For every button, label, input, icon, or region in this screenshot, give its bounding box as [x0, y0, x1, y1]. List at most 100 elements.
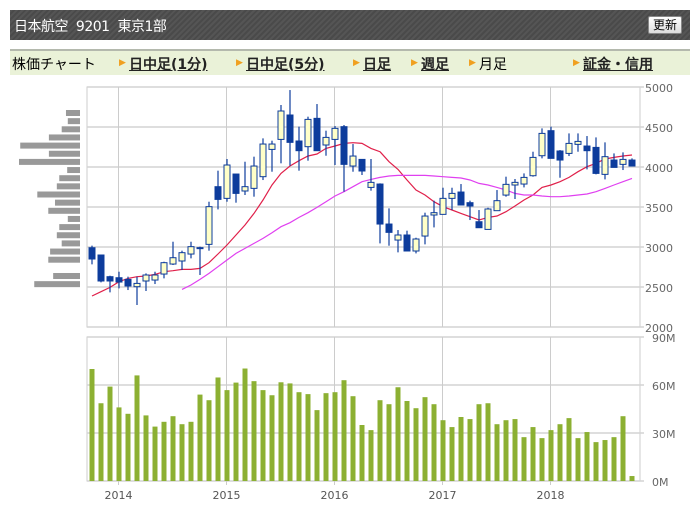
candle-down [628, 159, 636, 167]
volume-bar [611, 437, 617, 481]
volume-bar [296, 392, 302, 481]
year-label: 2017 [429, 489, 457, 502]
candle-up [538, 132, 546, 157]
volume-bar [242, 368, 248, 481]
candle-up [367, 181, 375, 188]
candle-up [439, 197, 447, 215]
volume-bar [521, 437, 527, 481]
price-tick-label: 4000 [645, 162, 673, 175]
candle-down [295, 140, 303, 152]
candle-up [502, 183, 510, 196]
year-label: 2015 [213, 489, 241, 502]
volume-bar [116, 407, 122, 481]
candle-up [169, 257, 177, 265]
candle-up [529, 156, 537, 177]
price-volume-bar [53, 273, 80, 279]
volume-bar [386, 404, 392, 481]
candle-up [565, 142, 573, 154]
tab-intraday-1min[interactable]: 日中足(1分) [129, 57, 208, 73]
volume-bar [503, 420, 509, 481]
volume-bar [557, 424, 563, 481]
volume-bar [233, 382, 239, 481]
candle-up [511, 181, 519, 186]
tab-daily[interactable]: 日足 [363, 57, 391, 73]
volume-bar [584, 432, 590, 481]
candle-down [115, 277, 123, 283]
volume-bar [629, 476, 635, 481]
volume-bar [89, 369, 95, 481]
candle-up [484, 208, 492, 230]
market-name: 東京1部 [117, 19, 167, 35]
candle-down [457, 191, 465, 206]
tab-weekly[interactable]: 週足 [421, 57, 449, 73]
candle-up [304, 118, 312, 148]
tab-margin-credit[interactable]: 証金・信用 [583, 57, 653, 73]
candle-down [214, 186, 222, 200]
candle-down [466, 202, 474, 207]
candle-up [349, 155, 357, 167]
candle-up [223, 164, 231, 199]
volume-bar [278, 382, 284, 481]
volume-bar [332, 392, 338, 481]
moving-average-long-line [181, 174, 633, 290]
volume-bar [269, 395, 275, 481]
price-volume-bar [56, 183, 80, 190]
year-label: 2014 [105, 489, 133, 502]
price-volume-bar [50, 248, 80, 255]
volume-bar [593, 442, 599, 481]
price-volume-bar [19, 158, 80, 165]
volume-bar [125, 413, 131, 481]
price-volume-bar [20, 142, 80, 149]
candle-up [205, 206, 213, 245]
candle-down [376, 183, 384, 225]
volume-bar [575, 438, 581, 481]
volume-bar [422, 397, 428, 481]
price-volume-bar [37, 191, 80, 198]
volume-bar [566, 418, 572, 481]
volume-bar [602, 440, 608, 481]
candle-up [619, 158, 627, 165]
candle-up [187, 246, 195, 255]
candle-up [322, 136, 330, 146]
candle-down [232, 173, 240, 194]
arrow-icon: ▶ [119, 58, 126, 68]
candle-up [133, 282, 141, 288]
volume-bar [350, 396, 356, 481]
candle-down [583, 145, 591, 152]
candle-up [196, 247, 204, 250]
volume-bar [224, 390, 230, 481]
volume-bar [485, 403, 491, 481]
volume-tick-label: 30M [652, 428, 676, 441]
price-volume-bar [56, 232, 80, 239]
price-tick-label: 2500 [645, 282, 673, 295]
price-tick-label: 2000 [645, 322, 673, 335]
candle-down [97, 254, 105, 282]
candle-down [475, 221, 483, 229]
arrow-icon: ▶ [353, 58, 360, 68]
price-tick-label: 3000 [645, 242, 673, 255]
price-volume-bar [67, 215, 80, 222]
price-volume-bar [48, 134, 80, 141]
candle-down [340, 126, 348, 165]
volume-bar [179, 424, 185, 481]
candle-down [88, 247, 96, 260]
tab-monthly-active[interactable]: 月足 [479, 57, 507, 73]
year-label: 2018 [537, 489, 565, 502]
refresh-button[interactable]: 更新 [647, 16, 682, 34]
volume-bar [413, 408, 419, 481]
tab-intraday-5min[interactable]: 日中足(5分) [246, 57, 325, 73]
volume-bar [548, 430, 554, 481]
volume-bar [449, 427, 455, 481]
price-volume-bar [67, 118, 80, 125]
volume-bar [107, 386, 113, 481]
chart-section-label: 株価チャート [12, 57, 96, 73]
candle-down [286, 114, 294, 143]
volume-bar [161, 421, 167, 481]
candle-down [385, 223, 393, 233]
volume-bar [323, 393, 329, 481]
candle-up [574, 140, 582, 145]
volume-bar [530, 427, 536, 481]
candle-up [601, 156, 609, 175]
price-volume-bar [34, 281, 80, 288]
